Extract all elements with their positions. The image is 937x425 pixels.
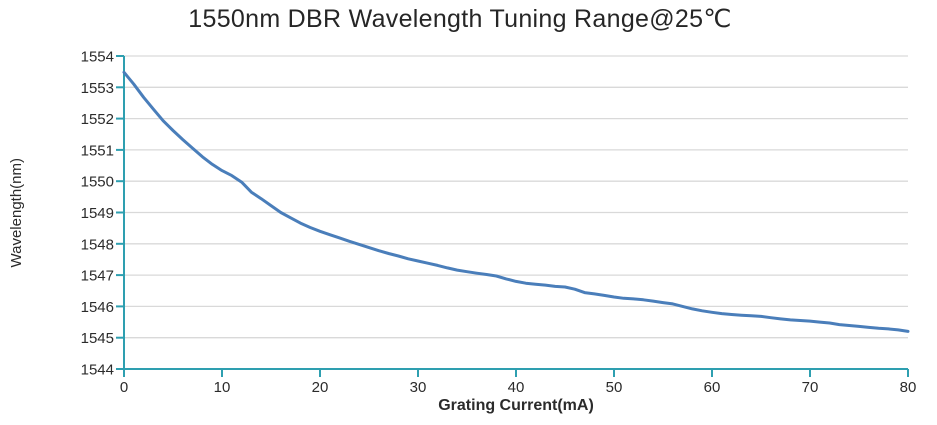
x-tick-label: 60 [704, 379, 721, 396]
x-axis-title: Grating Current(mA) [438, 397, 594, 414]
y-tick-label: 1545 [81, 330, 114, 347]
y-tick-label: 1550 [81, 174, 114, 191]
y-tick-label: 1548 [81, 236, 114, 253]
y-tick-label: 1552 [81, 111, 114, 128]
x-tick-label: 30 [410, 379, 427, 396]
x-tick-label: 70 [802, 379, 819, 396]
y-tick-label: 1549 [81, 205, 114, 222]
y-tick-label: 1553 [81, 80, 114, 97]
y-tick-label: 1551 [81, 142, 114, 159]
chart-title: 1550nm DBR Wavelength Tuning Range@25℃ [188, 5, 732, 33]
x-tick-label: 0 [120, 379, 128, 396]
y-tick-label: 1547 [81, 268, 114, 285]
x-tick-label: 20 [312, 379, 329, 396]
y-tick-label: 1544 [81, 362, 114, 379]
y-tick-label: 1554 [81, 49, 114, 66]
x-tick-label: 10 [214, 379, 231, 396]
y-tick-label: 1546 [81, 299, 114, 316]
wavelength-series-line [122, 70, 910, 333]
x-tick-label: 80 [900, 379, 917, 396]
x-tick-label: 50 [606, 379, 623, 396]
x-tick-label: 40 [508, 379, 525, 396]
